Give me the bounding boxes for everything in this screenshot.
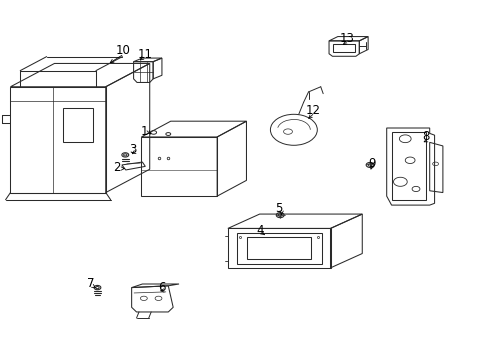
Text: 13: 13	[340, 32, 355, 45]
Text: 7: 7	[87, 278, 95, 291]
Text: 9: 9	[368, 157, 376, 170]
Text: 8: 8	[422, 130, 429, 144]
Text: 12: 12	[306, 104, 321, 117]
Text: 1: 1	[141, 125, 148, 138]
Text: 10: 10	[116, 44, 130, 57]
Text: 6: 6	[158, 281, 166, 294]
Text: 2: 2	[113, 161, 121, 174]
Text: 4: 4	[256, 224, 264, 237]
Text: 11: 11	[137, 48, 152, 61]
Text: 5: 5	[275, 202, 283, 215]
Text: 3: 3	[129, 143, 136, 156]
